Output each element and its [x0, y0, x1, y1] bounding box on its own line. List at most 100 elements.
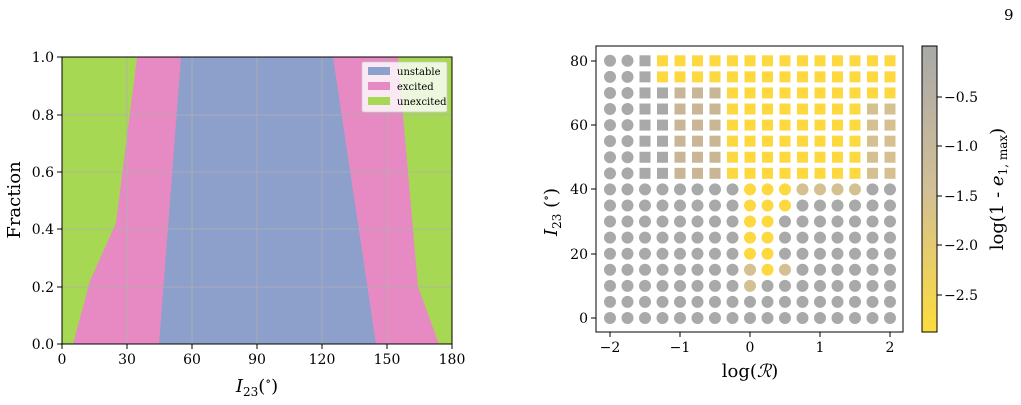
- scatter-point: [674, 199, 686, 212]
- scatter-point: [762, 87, 773, 99]
- scatter-point: [779, 103, 791, 115]
- scatter-point: [657, 71, 668, 83]
- scatter-point: [674, 119, 686, 131]
- scatter-point: [761, 215, 774, 228]
- scatter-point: [657, 87, 668, 99]
- scatter-point: [674, 71, 686, 83]
- colorbar-ticks: [937, 96, 942, 296]
- scatter-point: [832, 71, 843, 83]
- scatter-point: [674, 103, 686, 115]
- scatter-point: [796, 279, 809, 292]
- scatter-point: [691, 231, 704, 244]
- scatter-point: [831, 295, 844, 308]
- scatter-point: [814, 215, 826, 228]
- grid-lines: [62, 57, 452, 344]
- colorbar-tick-label: −2.5: [944, 288, 978, 304]
- scatter-point: [621, 54, 634, 67]
- scatter-point: [797, 55, 808, 67]
- x-axis: [609, 332, 891, 337]
- scatter-point: [849, 135, 861, 147]
- y-axis-label: I23 (∘): [539, 188, 564, 237]
- scatter-point: [691, 247, 704, 260]
- scatter-point: [832, 87, 843, 99]
- y-axis-label: Fraction: [4, 161, 25, 239]
- scatter-point: [831, 231, 844, 244]
- scatter-point: [849, 151, 861, 163]
- scatter-point: [884, 167, 896, 179]
- scatter-point: [797, 151, 808, 163]
- scatter-point: [639, 295, 651, 308]
- scatter-point: [656, 295, 669, 308]
- scatter-point: [866, 247, 879, 260]
- scatter-point: [796, 312, 809, 324]
- scatter-point: [726, 215, 739, 228]
- scatter-point: [621, 312, 634, 324]
- scatter-point: [604, 119, 616, 132]
- scatter-point: [604, 103, 616, 116]
- scatter-point: [604, 279, 616, 292]
- scatter-point: [761, 279, 774, 292]
- scatter-point: [814, 103, 826, 115]
- y-axis: [57, 56, 62, 345]
- scatter-point: [621, 263, 634, 276]
- y-tick-label: 1.0: [32, 50, 54, 66]
- scatter-point: [709, 151, 721, 163]
- scatter-point: [814, 199, 826, 212]
- scatter-point: [761, 199, 774, 212]
- scatter-point: [849, 215, 861, 228]
- x-tick-label: 90: [248, 352, 266, 368]
- scatter-point: [727, 151, 738, 163]
- scatter-point: [726, 247, 739, 260]
- scatter-point: [727, 71, 738, 83]
- scatter-point: [674, 55, 686, 67]
- scatter-point: [621, 119, 634, 132]
- scatter-point: [639, 135, 651, 147]
- scatter-point: [779, 215, 791, 228]
- scatter-point: [762, 119, 773, 131]
- scatter-point: [779, 295, 791, 308]
- scatter-point: [691, 312, 704, 324]
- y-tick-label: 0.8: [32, 108, 54, 124]
- scatter-point: [744, 135, 756, 147]
- scatter-point: [709, 71, 721, 83]
- scatter-point: [867, 71, 878, 83]
- x-tick-label: 0: [58, 352, 67, 368]
- scatter-point: [831, 279, 844, 292]
- x-tick-label: 60: [183, 352, 201, 368]
- y-axis: [591, 60, 596, 319]
- scatter-point: [779, 119, 791, 131]
- scatter-point: [639, 55, 651, 67]
- scatter-point: [814, 183, 826, 196]
- scatter-point: [692, 55, 703, 67]
- x-tick-label: 180: [439, 352, 466, 368]
- scatter-point: [709, 55, 721, 67]
- scatter-point: [761, 263, 774, 276]
- scatter-point: [639, 183, 651, 196]
- scatter-point: [796, 247, 809, 260]
- scatter-point: [832, 151, 843, 163]
- scatter-point: [831, 312, 844, 324]
- x-axis-label: log(ℛ): [722, 361, 779, 382]
- scatter-point: [796, 263, 809, 276]
- scatter-point: [621, 86, 634, 99]
- scatter-point: [867, 151, 878, 163]
- scatter-point: [866, 215, 879, 228]
- scatter-point: [726, 295, 739, 308]
- y-tick-label: 0.2: [32, 280, 54, 296]
- scatter-point: [604, 263, 616, 276]
- scatter-point: [727, 87, 738, 99]
- scatter-point: [797, 87, 808, 99]
- scatter-point: [656, 231, 669, 244]
- scatter-point: [744, 263, 756, 276]
- scatter-point: [674, 312, 686, 324]
- scatter-point: [621, 70, 634, 83]
- scatter-point: [744, 55, 756, 67]
- scatter-point: [832, 55, 843, 67]
- scatter-point: [831, 183, 844, 196]
- scatter-point: [709, 119, 721, 131]
- x-tick-label: 150: [374, 352, 401, 368]
- scatter-point: [884, 199, 896, 212]
- x-tick-label: −1: [670, 340, 691, 356]
- scatter-point: [604, 167, 616, 180]
